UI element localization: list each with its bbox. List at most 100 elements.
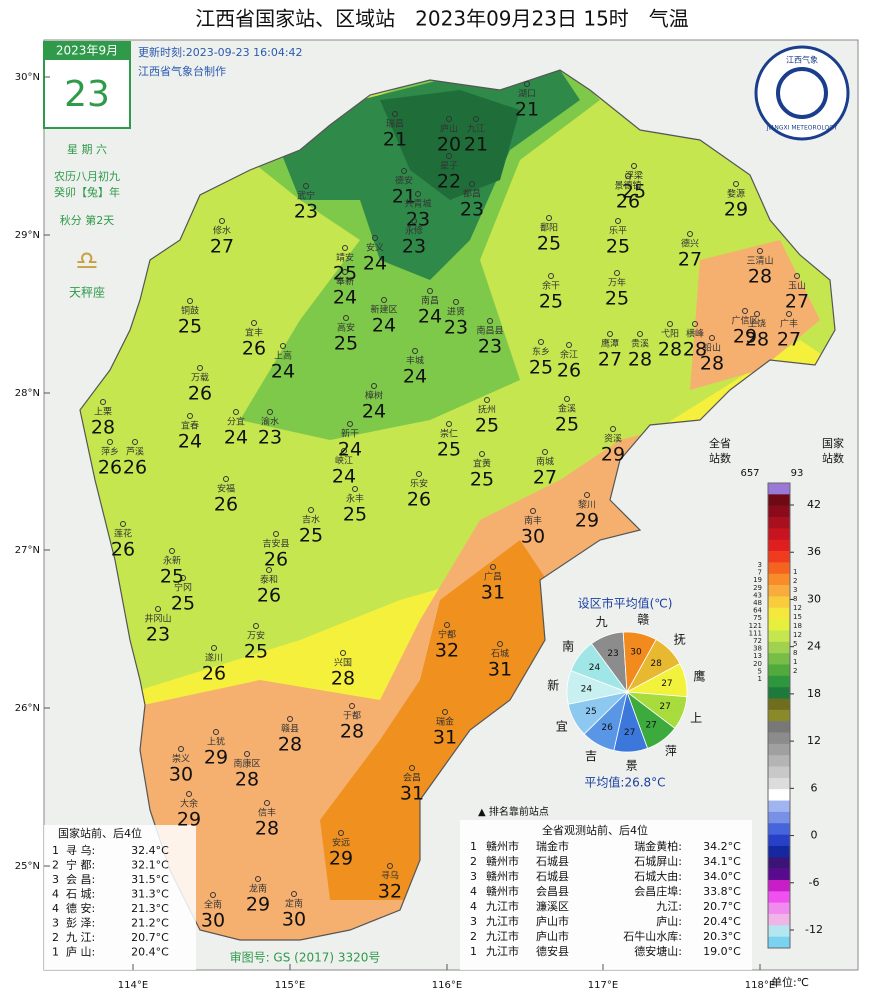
station-name: 新建区 — [370, 304, 397, 316]
national-table-cell: 20.4°C — [131, 946, 169, 959]
station-name: 于都 — [343, 711, 361, 722]
national-table-cell: 2 — [52, 859, 59, 872]
station-name: 万安 — [247, 630, 265, 642]
station-name: 余干 — [542, 280, 560, 292]
station-value: 28 — [748, 266, 772, 288]
station-value: 28 — [278, 734, 302, 756]
province-table-cell: 石牛山水库: — [623, 929, 682, 943]
pie-value: 27 — [661, 679, 672, 689]
station-dot — [211, 645, 217, 651]
station-dot — [566, 342, 572, 348]
all-count: 13 — [753, 652, 762, 660]
station-value: 28 — [745, 329, 769, 351]
station-dot — [614, 270, 620, 276]
all-count: 5 — [758, 667, 762, 675]
province-border — [79, 69, 836, 941]
station-name: 南城 — [536, 456, 554, 468]
station-name: 贵溪 — [631, 338, 649, 350]
province-table-cell: 19.0°C — [703, 945, 741, 958]
station-dot — [280, 343, 286, 349]
colorbar-cell — [768, 891, 790, 903]
national-count: 15 — [793, 613, 802, 621]
province-table-cell: 石城县 — [536, 870, 569, 883]
station-name: 全南 — [204, 899, 222, 911]
station-dot — [381, 297, 387, 303]
colorbar-cell — [768, 630, 790, 643]
colorbar-cell — [768, 879, 790, 892]
colorbar-cell — [768, 902, 790, 915]
year-name: 癸卯【兔】年 — [54, 185, 120, 199]
station-value: 26 — [111, 539, 135, 561]
station-name: 婺源 — [727, 189, 745, 200]
station-name: 渝水 — [261, 416, 279, 428]
station-value: 25 — [606, 236, 630, 258]
station-name: 抚州 — [478, 404, 496, 416]
national-table-cell: 2 — [52, 931, 59, 944]
pie-value: 24 — [589, 663, 601, 673]
title: 江西省国家站、区域站 2023年09月23日 15时 气温 — [195, 7, 689, 31]
station-name: 德兴 — [681, 238, 699, 250]
all-count: 111 — [749, 629, 762, 637]
station-value: 31 — [481, 582, 505, 604]
station-dot — [371, 383, 377, 389]
colorbar-tick-label: 36 — [807, 545, 821, 558]
all-count: 48 — [753, 599, 762, 607]
station-name: 宜黄 — [473, 458, 491, 470]
colorbar-cell — [768, 936, 790, 949]
station-value: 26 — [242, 338, 266, 360]
station-value: 24 — [403, 366, 427, 388]
national-count: 18 — [793, 622, 802, 630]
national-total: 93 — [791, 468, 804, 479]
station-dot — [169, 548, 175, 554]
station-value: 24 — [418, 306, 442, 328]
province-table-cell: 3 — [470, 870, 477, 883]
station-name: 石城 — [491, 649, 509, 660]
province-table-cell: 庐山市 — [536, 914, 569, 928]
station-value: 30 — [201, 910, 225, 932]
station-name: 丰城 — [406, 355, 424, 367]
national-count: 12 — [793, 631, 802, 639]
station-dot — [542, 449, 548, 455]
station-value: 26 — [202, 663, 226, 685]
colorbar-frame — [767, 482, 791, 949]
station-name: 安远 — [332, 837, 350, 849]
station-dot — [497, 641, 503, 647]
station-name: 樟树 — [365, 390, 383, 402]
station-name: 靖安 — [336, 252, 354, 264]
station-value: 25 — [171, 593, 195, 615]
colorbar-cell — [768, 573, 790, 586]
station-name: 分宜 — [227, 416, 245, 428]
calendar-month: 2023年9月 — [56, 44, 118, 58]
station-name: 德安 — [395, 175, 413, 187]
colorbar-cell — [768, 709, 790, 722]
station-name: 铜鼓 — [181, 305, 199, 317]
all-total: 657 — [740, 468, 759, 479]
pie-city: 抚 — [674, 633, 686, 647]
all-count: 121 — [749, 622, 762, 630]
station-value: 26 — [557, 360, 581, 382]
national-table-cell: 3 — [52, 917, 59, 930]
station-dot — [530, 508, 536, 514]
station-dot — [631, 163, 637, 169]
zodiac-icon: ♎ — [75, 247, 98, 277]
calendar-day: 23 — [64, 74, 110, 115]
national-count: 2 — [793, 667, 797, 675]
station-value: 32 — [378, 881, 402, 903]
lon-label: 117°E — [588, 980, 618, 991]
station-dot — [308, 507, 314, 513]
all-count: 20 — [753, 660, 762, 668]
logo-en: JIANGXI METEOROLOGY — [766, 125, 838, 132]
station-value: 26 — [264, 549, 288, 571]
station-name: 上犹 — [207, 737, 225, 748]
station-dot — [524, 81, 530, 87]
station-name: 大余 — [180, 798, 198, 810]
update-time: 更新时刻:2023-09-23 16:04:42 — [138, 45, 303, 59]
station-dot — [342, 245, 348, 251]
city-average-pie: 设区市平均值(℃) 平均值:26.8°C 23 九 30 赣 28 抚 27 鹰 27 上 27 萍 2… — [547, 596, 705, 790]
province-table-cell: 会昌庄埠: — [634, 884, 682, 898]
station-name: 上高 — [274, 350, 292, 362]
lat-label: 27°N — [15, 545, 40, 556]
all-count: 3 — [758, 561, 762, 569]
station-name: 南康区 — [233, 758, 260, 770]
province-table-bg — [460, 820, 752, 970]
